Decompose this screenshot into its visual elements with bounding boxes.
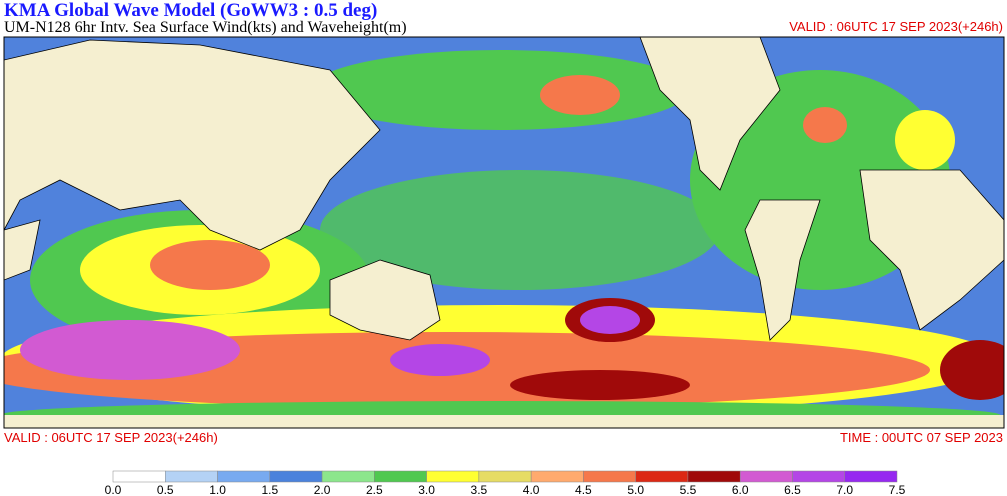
colorbar-box bbox=[844, 470, 898, 483]
colorbar-label: 4.0 bbox=[523, 483, 540, 496]
colorbar-box bbox=[687, 470, 741, 483]
colorbar-box bbox=[165, 470, 218, 483]
colorbar-box bbox=[321, 470, 375, 483]
colorbar-box bbox=[635, 470, 689, 483]
valid-top: VALID : 06UTC 17 SEP 2023(+246h) bbox=[789, 19, 1003, 34]
colorbar-label: 5.5 bbox=[680, 483, 697, 496]
colorbar-label: 3.5 bbox=[471, 483, 488, 496]
colorbar-label: 6.0 bbox=[732, 483, 749, 496]
colorbar-box bbox=[374, 470, 427, 483]
colorbar-box bbox=[530, 470, 584, 483]
colorbar-label: 3.0 bbox=[418, 483, 435, 496]
colorbar-label: 1.5 bbox=[261, 483, 278, 496]
colorbar: 0.0 0.5 1.0 1.5 2.0 2.5 3.0 3.5 4.0 4.5 5.0 5.5 6.0 6… bbox=[105, 470, 906, 496]
map bbox=[3, 36, 1005, 429]
time: TIME : 00UTC 07 SEP 2023 bbox=[840, 430, 1003, 445]
colorbar-label: 6.5 bbox=[784, 483, 801, 496]
subtitle: UM-N128 6hr Intv. Sea Surface Wind(kts) … bbox=[4, 19, 407, 36]
colorbar-label: 1.0 bbox=[209, 483, 226, 496]
colorbar-box bbox=[478, 470, 532, 483]
colorbar-label: 7.5 bbox=[889, 483, 906, 496]
colorbar-box bbox=[583, 470, 636, 483]
colorbar-box bbox=[426, 470, 480, 483]
colorbar-label: 5.0 bbox=[627, 483, 644, 496]
colorbar-box bbox=[792, 470, 845, 483]
colorbar-box bbox=[269, 470, 323, 483]
colorbar-box bbox=[739, 470, 793, 483]
colorbar-box bbox=[217, 470, 271, 483]
colorbar-label: 4.5 bbox=[575, 483, 592, 496]
colorbar-box bbox=[112, 470, 166, 483]
title: KMA Global Wave Model (GoWW3 : 0.5 deg) bbox=[4, 0, 377, 21]
valid-bottom: VALID : 06UTC 17 SEP 2023(+246h) bbox=[4, 430, 218, 445]
colorbar-label: 0.5 bbox=[157, 483, 174, 496]
colorbar-label: 2.0 bbox=[314, 483, 331, 496]
colorbar-label: 7.0 bbox=[836, 483, 853, 496]
colorbar-label: 0.0 bbox=[105, 483, 122, 496]
colorbar-label: 2.5 bbox=[366, 483, 383, 496]
